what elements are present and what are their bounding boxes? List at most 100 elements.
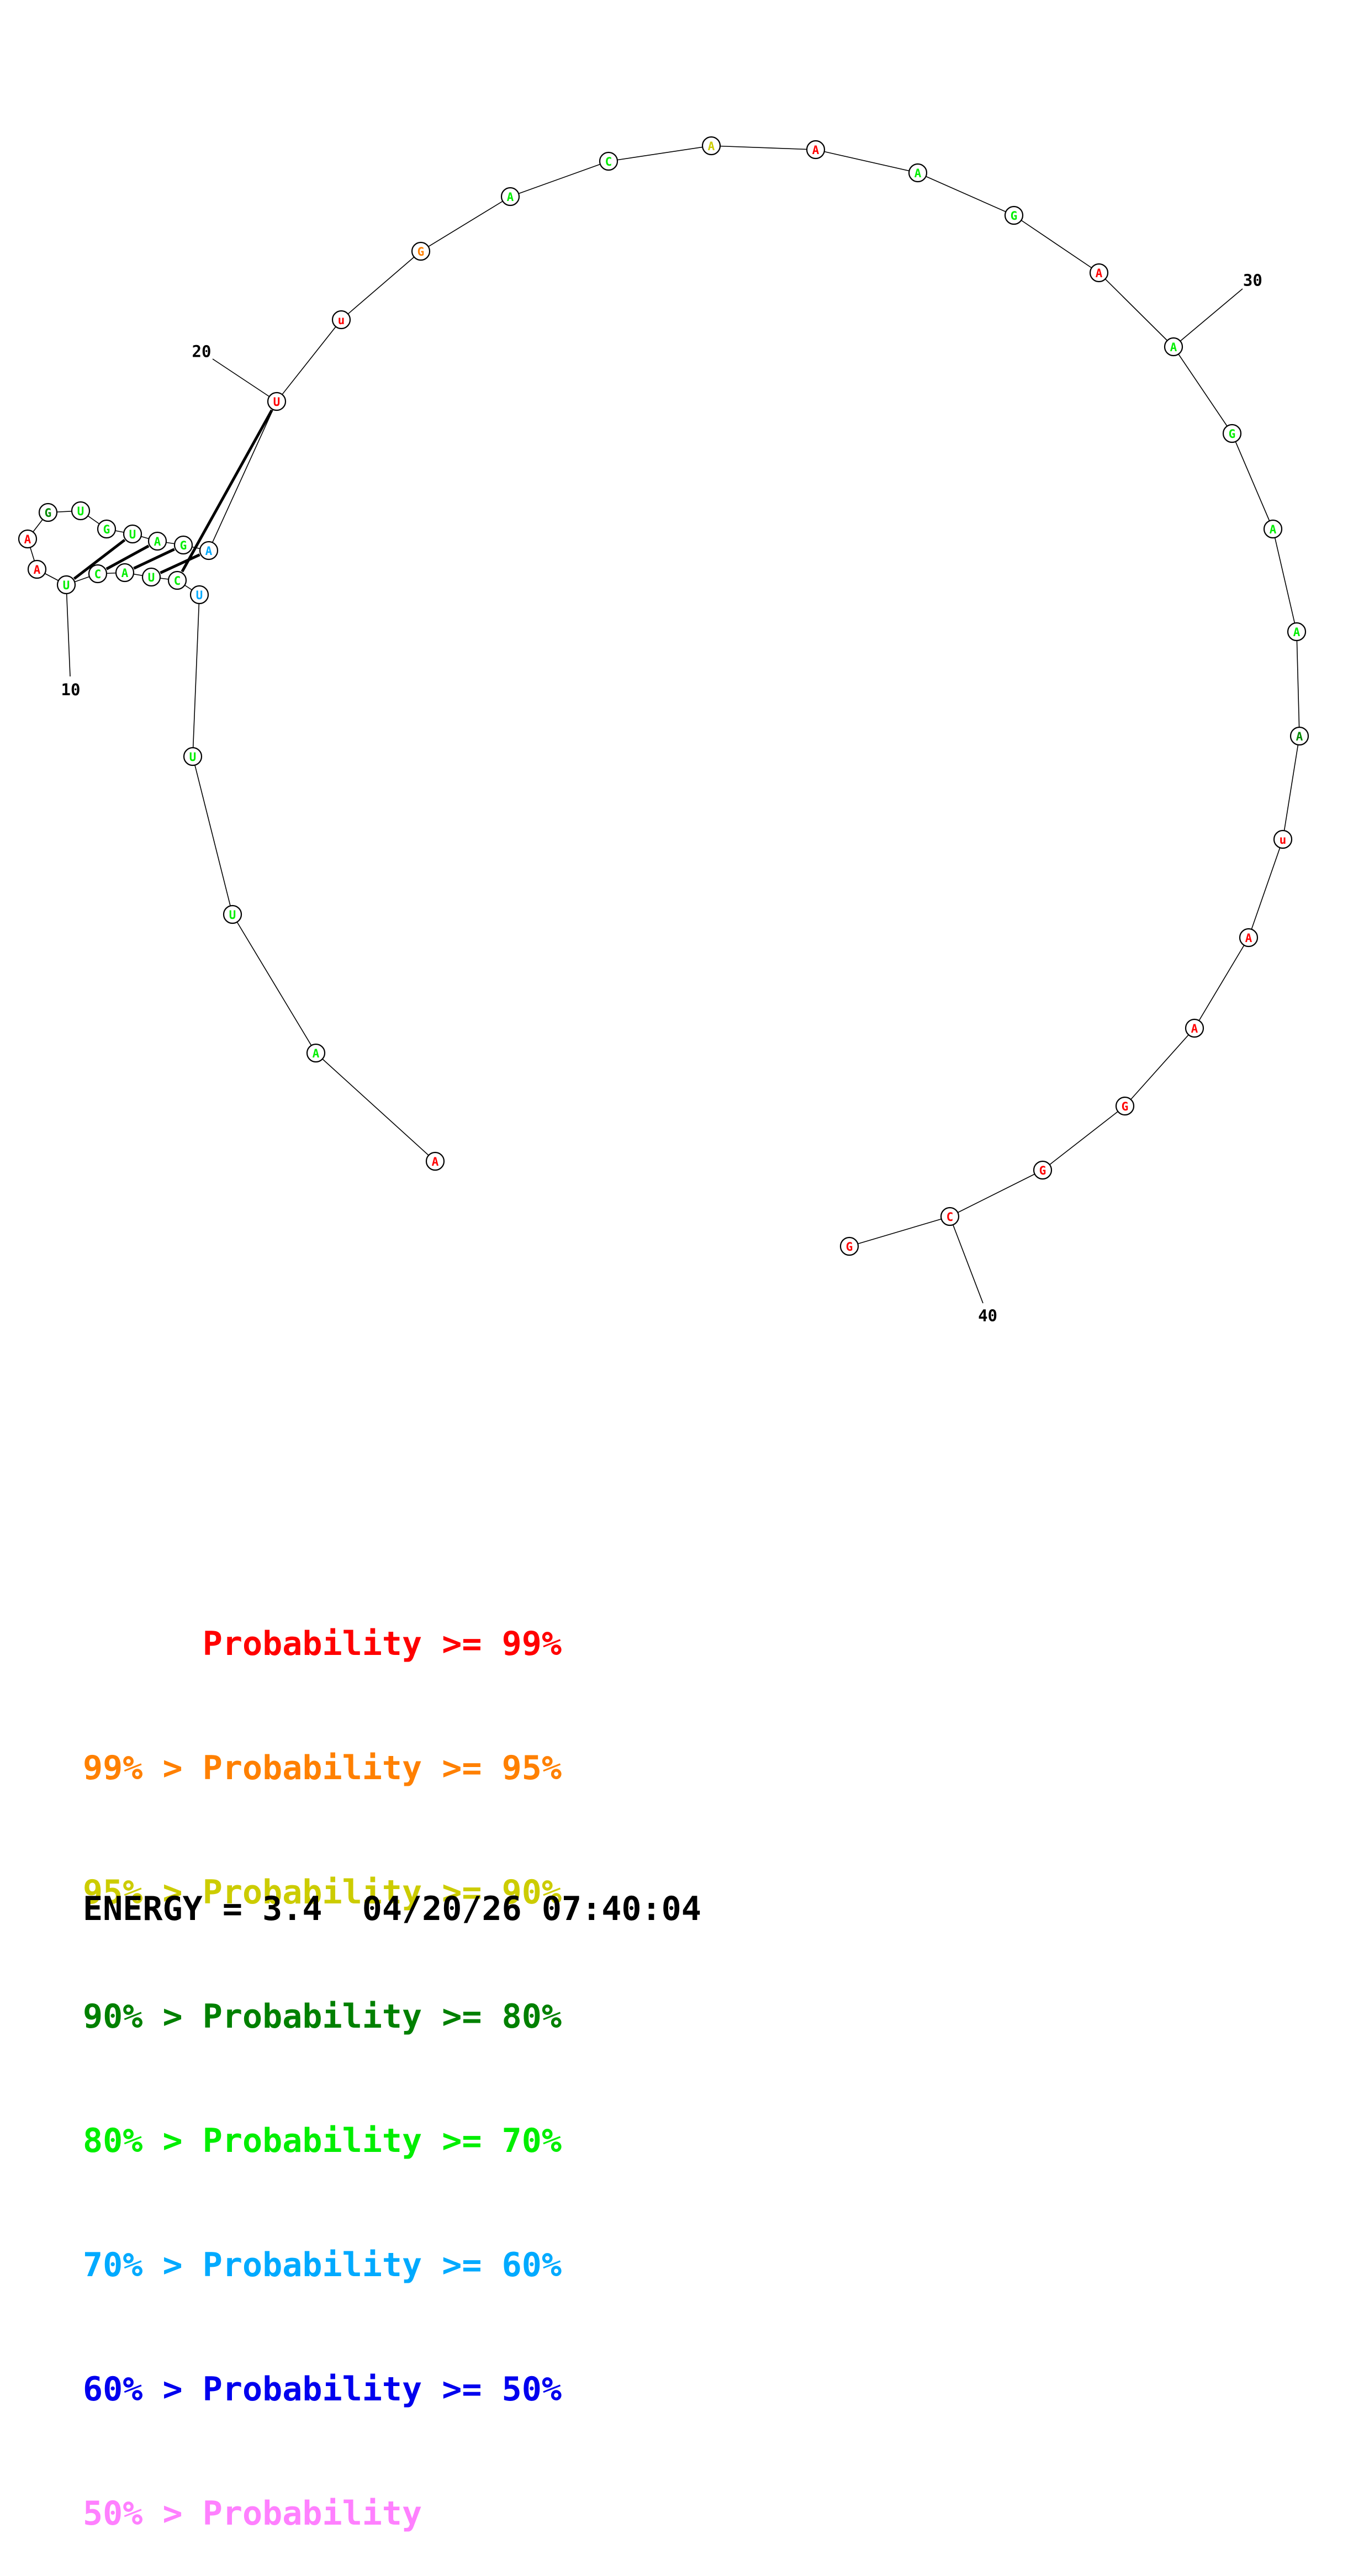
nucleotide-letter: A — [507, 191, 514, 204]
nucleotide-letter: A — [708, 140, 715, 153]
nucleotide-circle — [123, 524, 142, 544]
nucleotide: A — [1164, 337, 1183, 357]
nucleotide-letter: A — [1170, 341, 1177, 354]
nucleotide: u — [331, 310, 351, 330]
backbone-segment — [1194, 937, 1249, 1029]
backbone-segment — [341, 251, 421, 320]
nucleotide-circle — [88, 564, 108, 584]
nucleotide: G — [97, 519, 117, 539]
backbone-segment — [1231, 433, 1273, 530]
backbone-segment — [815, 149, 918, 173]
legend-line-90: 95% > Probability >= 90% — [83, 1873, 562, 1912]
legend-line-50: 60% > Probability >= 50% — [83, 2370, 562, 2409]
legend-line-80: 90% > Probability >= 80% — [83, 1997, 562, 2036]
nucleotide: u — [1273, 829, 1293, 849]
nucleotide-letter: G — [1122, 1100, 1129, 1113]
nucleotide-letter: C — [605, 155, 612, 168]
backbone-segment — [208, 401, 277, 551]
nucleotide-circle — [1115, 1096, 1135, 1116]
legend-line-99: Probability >= 99% — [202, 1625, 562, 1663]
nucleotide-letter: U — [77, 505, 84, 518]
nucleotide: A — [27, 559, 47, 579]
nucleotide-circle — [411, 241, 431, 261]
nucleotide: A — [1263, 519, 1283, 539]
nucleotide: A — [806, 140, 826, 160]
nucleotide: U — [267, 392, 287, 411]
nucleotide-circle — [173, 535, 193, 555]
nucleotide-letter: A — [34, 563, 41, 576]
nucleotide: G — [1222, 424, 1242, 443]
nucleotide-letter: u — [1280, 833, 1287, 847]
nucleotide-letter: A — [1245, 932, 1252, 945]
nucleotide-circle — [115, 563, 135, 583]
backbone-segment — [192, 594, 200, 757]
nucleotide: G — [173, 535, 193, 555]
base-pair-bond — [105, 544, 150, 570]
nucleotide-circle — [1287, 622, 1307, 642]
base-pair-bonds — [73, 409, 273, 580]
nucleotide-letter: A — [1096, 267, 1103, 280]
legend-line-95: 99% > Probability >= 95% — [83, 1749, 562, 1787]
backbone-segment — [1296, 631, 1300, 737]
backbone-segment — [1098, 272, 1174, 347]
backbone-segment — [1173, 346, 1233, 434]
nucleotide-circle — [183, 747, 203, 766]
nucleotide: A — [1239, 928, 1259, 948]
probability-legend: Probability >= 99% 99% > Probability >= … — [83, 1541, 562, 2576]
nucleotide: A — [701, 136, 721, 156]
nucleotide: C — [599, 151, 619, 171]
nucleotide: A — [1287, 622, 1307, 642]
nucleotide-circle — [1164, 337, 1183, 357]
backbone-segment — [276, 319, 342, 402]
backbone-segment — [192, 756, 233, 915]
nucleotide-letter: U — [189, 750, 197, 764]
nucleotide-circle — [839, 1236, 859, 1256]
nucleotide-circle — [1089, 263, 1109, 283]
nucleotide-circle — [97, 519, 117, 539]
nucleotide-letter: A — [812, 144, 820, 157]
backbone-segment — [917, 172, 1014, 216]
nucleotide-circle — [331, 310, 351, 330]
nucleotide-letter: C — [947, 1210, 954, 1224]
backbone-segment — [1282, 736, 1300, 840]
nucleotide-letter: A — [24, 533, 31, 546]
nucleotide-circle — [425, 1151, 445, 1171]
nucleotide-circle — [147, 531, 167, 551]
backbone-segment — [420, 196, 511, 252]
energy-and-timestamp: ENERGY = 3.4 04/20/26 07:40:04 — [83, 1890, 701, 1928]
backbone-segment — [1248, 839, 1283, 938]
nucleotide-letter: G — [1039, 1164, 1046, 1177]
backbone-segment — [232, 914, 316, 1054]
nucleotide-letter: A — [1270, 523, 1277, 536]
nucleotide-circle — [18, 529, 38, 549]
nucleotide-letter: G — [417, 245, 425, 258]
backbone-segment — [711, 145, 816, 150]
rna-secondary-structure-diagram: 10 20 30 40 A A U U U C U A C U A A G U G U A G A Uu G A C A A A G A A G… — [18, 136, 1309, 1325]
nucleotide-letter: U — [273, 395, 281, 409]
nucleotide-letter: G — [846, 1240, 853, 1253]
nucleotide-letter: A — [1191, 1022, 1198, 1035]
nucleotide-circle — [1263, 519, 1283, 539]
nucleotide-letter: A — [154, 535, 161, 548]
nucleotide-letter: A — [1296, 730, 1303, 743]
legend-line-below-50: 50% > Probability — [83, 2494, 422, 2533]
nucleotide: A — [18, 529, 38, 549]
nucleotide: G — [1004, 205, 1024, 225]
nucleotide: G — [839, 1236, 859, 1256]
nucleotide-circle — [806, 140, 826, 160]
nucleotide-circle — [141, 567, 161, 587]
nucleotide-circle — [199, 541, 219, 560]
nucleotide-circle — [1273, 829, 1293, 849]
legend-line-60: 70% > Probability >= 60% — [83, 2246, 562, 2284]
nucleotide-letter: A — [313, 1047, 320, 1060]
nucleotide-letter: C — [94, 568, 102, 581]
nucleotide-circle — [223, 904, 242, 924]
nucleotide: U — [141, 567, 161, 587]
nucleotide-letter: A — [915, 167, 922, 180]
backbone-lines — [27, 145, 1300, 1247]
nucleotide-letter: G — [1011, 209, 1018, 223]
nucleotide-circle — [940, 1207, 960, 1226]
nucleotide-circle — [599, 151, 619, 171]
position-ticks: 10 20 30 40 — [61, 271, 1262, 1325]
nucleotide-circle — [1185, 1018, 1204, 1038]
